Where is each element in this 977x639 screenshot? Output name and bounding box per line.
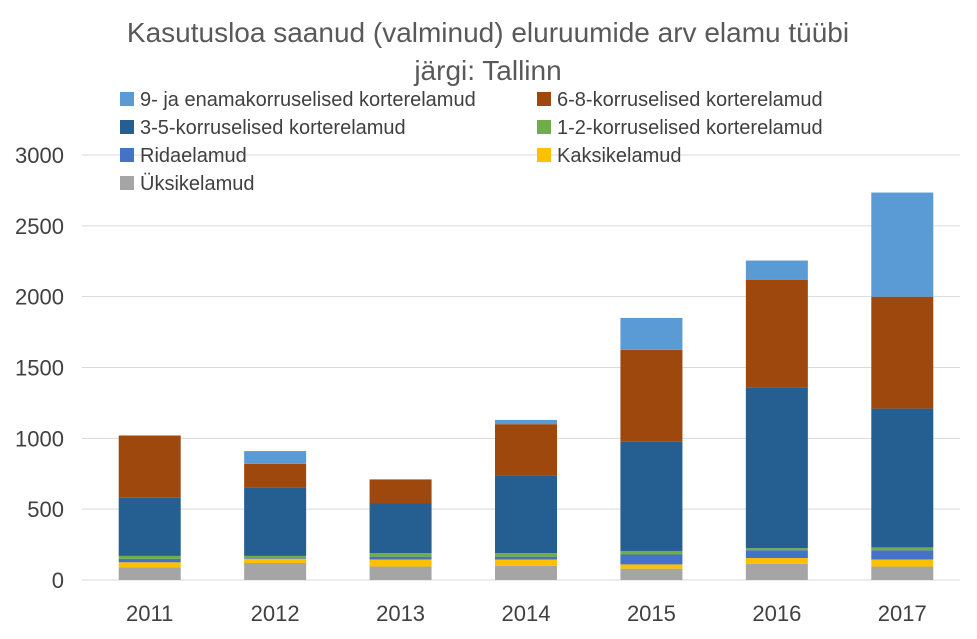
x-tick-label-2012: 2012 (251, 601, 300, 626)
legend-label-uksikelamud: Üksikelamud (140, 173, 254, 195)
bar-2014-1-2-korruselised-korterelamud (495, 553, 557, 557)
legend-label-6-8-korruselised-korterelamud: 6-8-korruselised korterelamud (557, 89, 823, 111)
legend-item-3-5-korruselised-korterelamud: 3-5-korruselised korterelamud (120, 117, 406, 139)
bar-2017-6-8-korruselised-korterelamud (871, 296, 934, 409)
x-tick-label-2013: 2013 (376, 601, 425, 626)
bar-2011-6-8-korruselised-korterelamud (118, 435, 181, 498)
bar-2017-kaksikelamud (871, 559, 934, 567)
legend-item-6-8-korruselised-korterelamud: 6-8-korruselised korterelamud (537, 89, 823, 111)
legend-swatch-uksikelamud (120, 176, 134, 190)
y-tick-label-0: 0 (52, 568, 64, 593)
x-tick-label-2014: 2014 (502, 601, 551, 626)
legend-item-uksikelamud: Üksikelamud (120, 173, 254, 195)
bar-2016-1-2-korruselised-korterelamud (745, 548, 808, 551)
bar-2012-1-2-korruselised-korterelamud (244, 555, 307, 559)
bar-2013-kaksikelamud (369, 559, 432, 567)
bar-2017-uksikelamud (871, 566, 934, 580)
bar-2015-ridaelamud (620, 554, 683, 565)
bar-2014-3-5-korruselised-korterelamud (495, 475, 557, 554)
bar-2011-kaksikelamud (118, 562, 181, 568)
y-tick-label-500: 500 (27, 497, 64, 522)
y-tick-label-1000: 1000 (15, 426, 64, 451)
x-tick-label-2016: 2016 (752, 601, 801, 626)
bar-2017-1-2-korruselised-korterelamud (871, 547, 934, 551)
bar-2011-3-5-korruselised-korterelamud (118, 497, 181, 556)
bar-2016-3-5-korruselised-korterelamud (745, 387, 808, 549)
legend-swatch-6-8-korruselised-korterelamud (537, 92, 551, 106)
y-tick-label-1500: 1500 (15, 356, 64, 381)
bar-2012-9-ja-enamakorruselised-korterelamud (244, 451, 307, 464)
bar-2014-uksikelamud (495, 565, 557, 580)
bar-2012-3-5-korruselised-korterelamud (244, 487, 307, 556)
bar-2011-1-2-korruselised-korterelamud (118, 555, 181, 559)
legend-item-1-2-korruselised-korterelamud: 1-2-korruselised korterelamud (537, 117, 823, 139)
bar-2013-uksikelamud (369, 566, 432, 580)
bar-2014-6-8-korruselised-korterelamud (495, 424, 557, 476)
legend-item-ridaelamud: Ridaelamud (120, 145, 247, 167)
legend-label-kaksikelamud: Kaksikelamud (557, 145, 682, 167)
bar-2011-uksikelamud (118, 567, 181, 580)
y-tick-label-2500: 2500 (15, 214, 64, 239)
bar-2014-ridaelamud (495, 556, 557, 560)
bar-2016-9-ja-enamakorruselised-korterelamud (745, 260, 808, 280)
x-tick-label-2015: 2015 (627, 601, 676, 626)
bar-2015-kaksikelamud (620, 564, 683, 569)
legend-label-3-5-korruselised-korterelamud: 3-5-korruselised korterelamud (140, 117, 406, 139)
legend: 9- ja enamakorruselised korterelamud 6-8-… (120, 89, 823, 195)
bar-2015-9-ja-enamakorruselised-korterelamud (620, 317, 683, 350)
bar-2013-ridaelamud (369, 556, 432, 560)
y-tick-label-2000: 2000 (15, 285, 64, 310)
bar-2016-6-8-korruselised-korterelamud (745, 279, 808, 388)
bar-2015-3-5-korruselised-korterelamud (620, 441, 683, 551)
chart-title-line-1: Kasutusloa saanud (valminud) eluruumide … (127, 17, 849, 48)
legend-swatch-ridaelamud (120, 148, 134, 162)
y-axis-tick-labels: 0 500 1000 1500 2000 2500 3000 (15, 143, 64, 593)
x-tick-label-2017: 2017 (878, 601, 927, 626)
bar-2017-ridaelamud (871, 550, 934, 560)
legend-swatch-1-2-korruselised-korterelamud (537, 120, 551, 134)
bar-2016-uksikelamud (745, 563, 808, 580)
legend-label-9-ja-enamakorruselised-korterelamud: 9- ja enamakorruselised korterelamud (140, 89, 476, 111)
bar-2011-ridaelamud (118, 558, 181, 563)
x-tick-label-2011: 2011 (126, 601, 173, 626)
bar-2015-6-8-korruselised-korterelamud (620, 349, 683, 442)
bar-2012-6-8-korruselised-korterelamud (244, 463, 307, 488)
bar-2016-kaksikelamud (745, 558, 808, 564)
legend-item-9-ja-enamakorruselised-korterelamud: 9- ja enamakorruselised korterelamud (120, 89, 476, 111)
bars (118, 192, 934, 580)
bar-2017-9-ja-enamakorruselised-korterelamud (871, 192, 934, 297)
legend-swatch-3-5-korruselised-korterelamud (120, 120, 134, 134)
chart-title: Kasutusloa saanud (valminud) eluruumide … (127, 17, 849, 86)
bar-2013-1-2-korruselised-korterelamud (369, 553, 432, 557)
x-axis-tick-labels: 2011 2012 2013 2014 2015 2016 2017 (126, 601, 927, 626)
bar-2017-3-5-korruselised-korterelamud (871, 408, 934, 548)
legend-label-ridaelamud: Ridaelamud (140, 145, 247, 167)
bar-2012-ridaelamud (244, 558, 307, 559)
bar-2013-3-5-korruselised-korterelamud (369, 503, 432, 554)
bar-2013-6-8-korruselised-korterelamud (369, 479, 432, 504)
legend-item-kaksikelamud: Kaksikelamud (537, 145, 682, 167)
bar-2012-uksikelamud (244, 563, 307, 580)
bar-2016-ridaelamud (745, 550, 808, 559)
bar-2015-1-2-korruselised-korterelamud (620, 550, 683, 555)
bar-2014-kaksikelamud (495, 559, 557, 566)
bar-2015-uksikelamud (620, 568, 683, 580)
y-tick-label-3000: 3000 (15, 143, 64, 168)
chart-title-line-2: järgi: Tallinn (413, 55, 561, 86)
bar-2012-kaksikelamud (244, 558, 307, 563)
legend-label-1-2-korruselised-korterelamud: 1-2-korruselised korterelamud (557, 117, 823, 139)
legend-swatch-9-ja-enamakorruselised-korterelamud (120, 92, 134, 106)
legend-swatch-kaksikelamud (537, 148, 551, 162)
bar-2014-9-ja-enamakorruselised-korterelamud (495, 419, 557, 425)
